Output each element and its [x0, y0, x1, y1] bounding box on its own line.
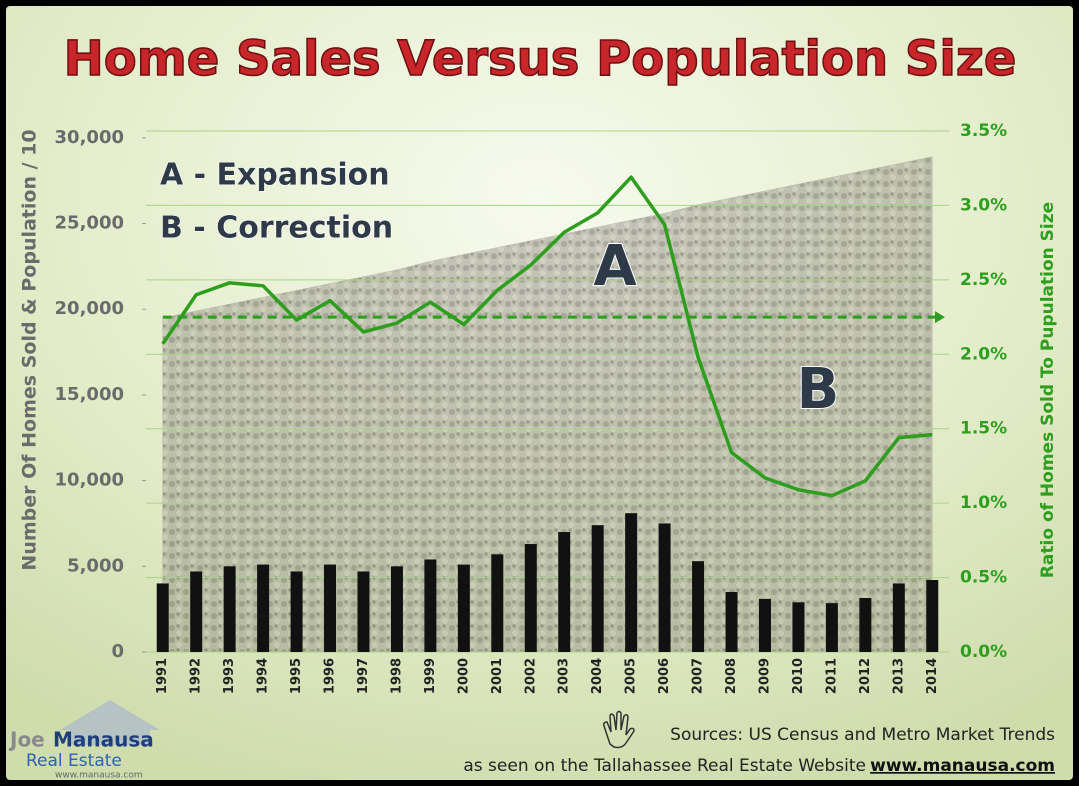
annotation: A - Expansion — [160, 158, 390, 193]
y2-tick-label: 1.0% — [960, 493, 1007, 513]
x-tick-label: 2012 — [858, 658, 873, 694]
bar — [792, 602, 804, 652]
x-tick-label: 1997 — [356, 658, 371, 694]
bar — [491, 554, 503, 652]
x-tick-label: 2005 — [624, 658, 639, 694]
website: www.manausa.com — [870, 756, 1055, 776]
bar — [224, 566, 236, 652]
bar — [558, 532, 570, 652]
x-tick-label: 2014 — [925, 658, 940, 694]
bar — [424, 559, 436, 652]
y2-tick-label: 2.0% — [960, 344, 1007, 364]
bar — [726, 592, 738, 652]
x-tick-label: 2010 — [791, 658, 806, 694]
x-tick-label: 2001 — [490, 658, 505, 694]
bar — [257, 565, 269, 652]
x-tick-label: 2011 — [824, 658, 839, 694]
bar — [893, 583, 905, 652]
bar — [291, 571, 303, 652]
x-tick-label: 1996 — [323, 658, 338, 694]
y-tick-label: 10,000 — [55, 470, 124, 491]
x-tick-label: 2002 — [523, 658, 538, 694]
bar — [525, 544, 537, 652]
x-tick-label: 1994 — [256, 658, 271, 694]
sources: Sources: US Census and Metro Market Tren… — [670, 725, 1055, 745]
x-tick-label: 2004 — [590, 658, 605, 694]
y-tick-label: 15,000 — [55, 384, 124, 405]
bar — [157, 583, 169, 652]
y2-axis-title: Ratio of Homes Sold To Pupulation Size — [1038, 202, 1058, 578]
y-tick-label: 30,000 — [55, 127, 124, 148]
y2-tick-label: 0.0% — [960, 642, 1007, 662]
y-tick-label: 25,000 — [55, 213, 124, 234]
bar — [592, 525, 604, 652]
y-tick-label: 0 — [111, 641, 124, 662]
annotation: A — [593, 234, 637, 299]
x-tick-label: 2008 — [724, 658, 739, 694]
chart-title: Home Sales Versus Population Size — [64, 31, 1017, 87]
page: Home Sales Versus Population Size Number… — [0, 0, 1079, 786]
x-tick-label: 2000 — [456, 658, 471, 694]
y2-tick-label: 3.0% — [960, 195, 1007, 215]
x-tick-label: 2009 — [757, 658, 772, 694]
x-tick-label: 1991 — [155, 658, 170, 694]
x-tick-label: 2003 — [557, 658, 572, 694]
bar — [357, 571, 369, 652]
logo-url: www.manausa.com — [55, 771, 143, 781]
x-tick-label: 1992 — [189, 658, 204, 694]
bar — [759, 599, 771, 652]
y2-tick-label: 0.5% — [960, 568, 1007, 588]
logo-first: Joe — [8, 728, 45, 752]
x-tick-label: 1999 — [423, 658, 438, 694]
bar — [926, 580, 938, 652]
y-axis-title: Number Of Homes Sold & Population / 10 — [19, 129, 41, 570]
logo-sub: Real Estate — [26, 751, 122, 771]
x-tick-label: 2007 — [691, 658, 706, 694]
bar — [859, 598, 871, 652]
y-tick-label: 20,000 — [55, 298, 124, 319]
x-tick-label: 1995 — [289, 658, 304, 694]
y2-tick-label: 1.5% — [960, 419, 1007, 439]
seen-on: as seen on the Tallahassee Real Estate W… — [463, 756, 866, 776]
x-tick-label: 2006 — [657, 658, 672, 694]
x-tick-label: 1998 — [389, 658, 404, 694]
bar — [458, 565, 470, 652]
bar — [826, 603, 838, 652]
x-tick-label: 1993 — [222, 658, 237, 694]
bar — [391, 566, 403, 652]
bar — [692, 561, 704, 652]
bar — [659, 523, 671, 652]
annotation: B - Correction — [160, 211, 393, 246]
chart: Home Sales Versus Population Size Number… — [0, 0, 1079, 786]
logo-last: Manausa — [53, 728, 154, 752]
bar — [324, 565, 336, 652]
x-tick-label: 2013 — [891, 658, 906, 694]
annotation: B — [797, 357, 840, 422]
y2-tick-label: 3.5% — [960, 121, 1007, 141]
y-tick-label: 5,000 — [67, 555, 124, 576]
bar — [190, 571, 202, 652]
y2-tick-label: 2.5% — [960, 270, 1007, 290]
bar — [625, 513, 637, 652]
